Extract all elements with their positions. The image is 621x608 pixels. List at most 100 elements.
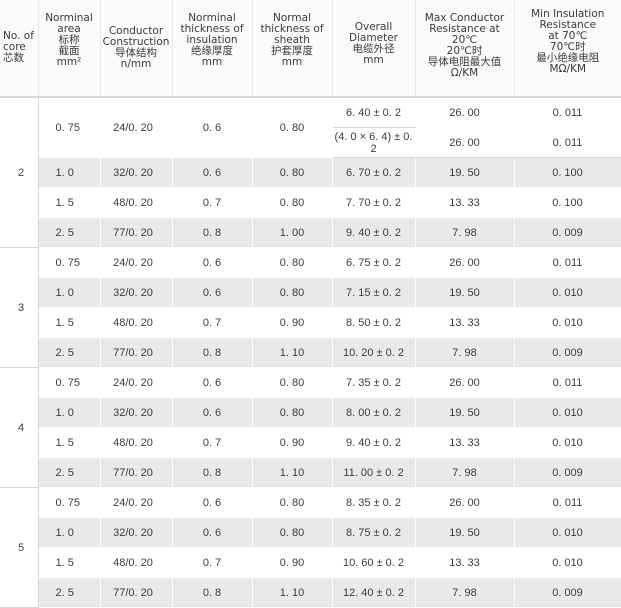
insulation-cell: 0. 6 [172,487,253,518]
sheath-cell: 0. 80 [252,247,333,278]
sheath-cell: 0. 80 [252,96,333,158]
area-cell: 1. 5 [38,187,101,218]
conductor-cell: 32/0. 20 [100,277,173,308]
table-header: No. of core 芯数 Norminal area 标称 截面 mm² C… [0,0,621,98]
sheath-cell: 0. 90 [252,427,333,458]
sheath-cell: 0. 80 [252,277,333,308]
table-row: 1. 5 48/0. 20 0. 7 0. 80 7. 70 ± 0. 2 13. 33 0… [0,187,621,218]
header-core-count: No. of core 芯数 [0,0,39,98]
conductor-resistance-cell: 26. 00 [415,127,515,158]
table-row: 2 0. 75 24/0. 20 0. 6 0. 80 6. 40 ± 0. 2 26. 0… [0,96,621,248]
insulation-cell: 0. 8 [172,577,253,608]
insulation-resistance-cell: 0. 009 [514,577,621,608]
insulation-resistance-cell: 0. 010 [514,427,621,458]
overall-diameter-cell: 8. 50 ± 0. 2 [332,307,416,338]
insulation-resistance-cell: 0. 100 [514,187,621,218]
header-overall-diameter: Overall Diameter 电缆外径 mm [332,0,416,98]
area-cell: 0. 75 [38,247,101,278]
sheath-cell: 0. 80 [252,397,333,428]
insulation-cell: 0. 6 [172,517,253,548]
insulation-resistance-cell: 0. 011 [514,247,621,278]
area-cell: 0. 75 [38,96,101,158]
table-row: 1. 5 48/0. 20 0. 7 0. 90 9. 40 ± 0. 2 13. 33 0… [0,427,621,458]
overall-diameter-cell: (4. 0 × 6. 4) ± 0. 2 [332,127,416,158]
insulation-resistance-cell: 0. 011 [514,487,621,518]
area-cell: 1. 5 [38,547,101,578]
overall-diameter-cell: 7. 15 ± 0. 2 [332,277,416,308]
conductor-resistance-cell: 26. 00 [415,96,515,128]
table-row: 1. 5 48/0. 20 0. 7 0. 90 10. 60 ± 0. 2 13. 33… [0,547,621,578]
overall-diameter-cell: 8. 75 ± 0. 2 [332,517,416,548]
table-row: 2. 5 77/0. 20 0. 8 1. 00 9. 40 ± 0. 2 7. 98 0.… [0,217,621,248]
conductor-resistance-cell: 19. 50 [415,517,515,548]
overall-diameter-cell: 9. 40 ± 0. 2 [332,217,416,248]
area-cell: 2. 5 [38,337,101,368]
conductor-cell: 48/0. 20 [100,547,173,578]
header-max-conductor-resistance: Max Conductor Resistance at 20℃ 20℃时 导体电… [415,0,515,98]
conductor-resistance-cell: 19. 50 [415,277,515,308]
insulation-resistance-cell: 0. 011 [514,127,621,158]
table-row: 1. 5 48/0. 20 0. 7 0. 90 8. 50 ± 0. 2 13. 33 0… [0,307,621,338]
sheath-cell: 0. 80 [252,157,333,188]
sheath-cell: 0. 90 [252,307,333,338]
core-count-cell: 5 [0,487,39,608]
insulation-resistance-cell: 0. 010 [514,307,621,338]
area-cell: 2. 5 [38,217,101,248]
conductor-cell: 77/0. 20 [100,337,173,368]
overall-diameter-cell: 10. 60 ± 0. 2 [332,547,416,578]
insulation-cell: 0. 8 [172,457,253,488]
sheath-cell: 1. 10 [252,337,333,368]
insulation-cell: 0. 8 [172,217,253,248]
sheath-cell: 1. 10 [252,457,333,488]
insulation-cell: 0. 6 [172,367,253,398]
conductor-resistance-cell: 13. 33 [415,187,515,218]
area-cell: 1. 0 [38,277,101,308]
conductor-cell: 48/0. 20 [100,187,173,218]
overall-diameter-cell: 7. 35 ± 0. 2 [332,367,416,398]
conductor-cell: 77/0. 20 [100,217,173,248]
table-row: 5 0. 75 24/0. 20 0. 6 0. 80 8. 35 ± 0. 2 26. 0… [0,487,621,608]
area-cell: 0. 75 [38,487,101,518]
insulation-resistance-cell: 0. 010 [514,547,621,578]
conductor-cell: 32/0. 20 [100,397,173,428]
table-row: 1. 0 32/0. 20 0. 6 0. 80 6. 70 ± 0. 2 19. 50 0… [0,157,621,188]
area-cell: 2. 5 [38,577,101,608]
sheath-cell: 0. 80 [252,487,333,518]
overall-diameter-cell: 10. 20 ± 0. 2 [332,337,416,368]
insulation-cell: 0. 6 [172,96,253,158]
conductor-cell: 77/0. 20 [100,457,173,488]
header-sheath-thickness: Normal thickness of sheath 护套厚度 mm [252,0,333,98]
header-nominal-area: Norminal area 标称 截面 mm² [38,0,101,98]
area-cell: 0. 75 [38,367,101,398]
conductor-resistance-cell: 26. 00 [415,367,515,398]
insulation-cell: 0. 6 [172,397,253,428]
insulation-cell: 0. 6 [172,157,253,188]
sheath-cell: 0. 80 [252,517,333,548]
conductor-cell: 32/0. 20 [100,157,173,188]
conductor-resistance-cell: 7. 98 [415,457,515,488]
insulation-resistance-cell: 0. 100 [514,157,621,188]
core-count-cell: 2 [0,96,39,248]
insulation-resistance-cell: 0. 010 [514,277,621,308]
insulation-cell: 0. 6 [172,277,253,308]
conductor-cell: 24/0. 20 [100,96,173,158]
area-cell: 1. 5 [38,427,101,458]
table-row: 4 0. 75 24/0. 20 0. 6 0. 80 7. 35 ± 0. 2 26. 0… [0,367,621,488]
insulation-cell: 0. 6 [172,247,253,278]
overall-diameter-cell: 9. 40 ± 0. 2 [332,427,416,458]
header-row: No. of core 芯数 Norminal area 标称 截面 mm² C… [0,0,621,98]
table-row: 2. 5 77/0. 20 0. 8 1. 10 11. 00 ± 0. 2 7. 98 0… [0,457,621,488]
sheath-cell: 1. 00 [252,217,333,248]
conductor-resistance-cell: 7. 98 [415,577,515,608]
sheath-cell: 1. 10 [252,577,333,608]
area-cell: 1. 5 [38,307,101,338]
core-count-cell: 4 [0,367,39,488]
area-cell: 1. 0 [38,397,101,428]
conductor-resistance-cell: 13. 33 [415,427,515,458]
overall-diameter-cell: 8. 35 ± 0. 2 [332,487,416,518]
core-count-cell: 3 [0,247,39,368]
overall-diameter-cell: 12. 40 ± 0. 2 [332,577,416,608]
area-cell: 1. 0 [38,157,101,188]
table-row: 2. 5 77/0. 20 0. 8 1. 10 12. 40 ± 0. 2 7. 98 0… [0,577,621,608]
